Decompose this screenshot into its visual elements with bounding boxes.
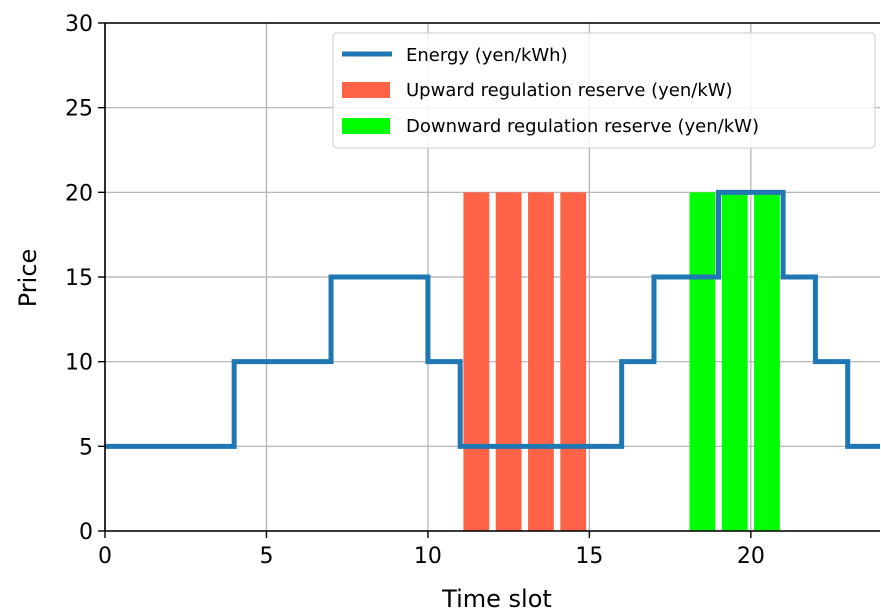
downward-reserve-bar — [689, 192, 716, 532]
x-tick-label: 15 — [575, 544, 603, 569]
energy-line-layer — [105, 189, 880, 449]
y-tick-label: 5 — [79, 435, 93, 460]
x-tick-label: 5 — [259, 544, 273, 569]
x-tick-label: 10 — [414, 544, 442, 569]
y-tick-label: 20 — [65, 181, 93, 206]
legend-box — [332, 32, 876, 149]
legend: Energy (yen/kWh) Upward regulation reser… — [332, 32, 876, 149]
y-tick-label: 0 — [79, 520, 93, 545]
upward-reserve-bar — [560, 192, 587, 532]
legend-upward-label: Upward regulation reserve (yen/kW) — [406, 80, 733, 101]
legend-downward-label: Downward regulation reserve (yen/kW) — [406, 116, 759, 137]
y-axis-label: Price — [14, 249, 42, 308]
legend-upward-swatch — [342, 82, 390, 98]
reserve-bars — [463, 192, 780, 532]
x-axis-label: Time slot — [441, 585, 552, 613]
downward-reserve-bar — [754, 192, 780, 532]
x-tick-label: 0 — [98, 544, 112, 569]
y-tick-label: 15 — [65, 266, 93, 291]
y-tick-label: 25 — [65, 97, 93, 122]
downward-reserve-bar — [721, 192, 748, 532]
y-tick-label: 10 — [65, 351, 93, 376]
upward-reserve-bar — [463, 192, 490, 532]
upward-reserve-bar — [528, 192, 554, 532]
x-tick-label: 20 — [737, 544, 765, 569]
upward-reserve-bar — [495, 192, 522, 532]
legend-downward-swatch — [342, 118, 390, 134]
legend-energy-label: Energy (yen/kWh) — [406, 45, 568, 66]
tick-labels: 0 5 10 15 20 0 5 10 15 20 25 30 — [65, 12, 765, 569]
y-tick-label: 30 — [65, 12, 93, 37]
energy-step-line — [105, 189, 880, 449]
